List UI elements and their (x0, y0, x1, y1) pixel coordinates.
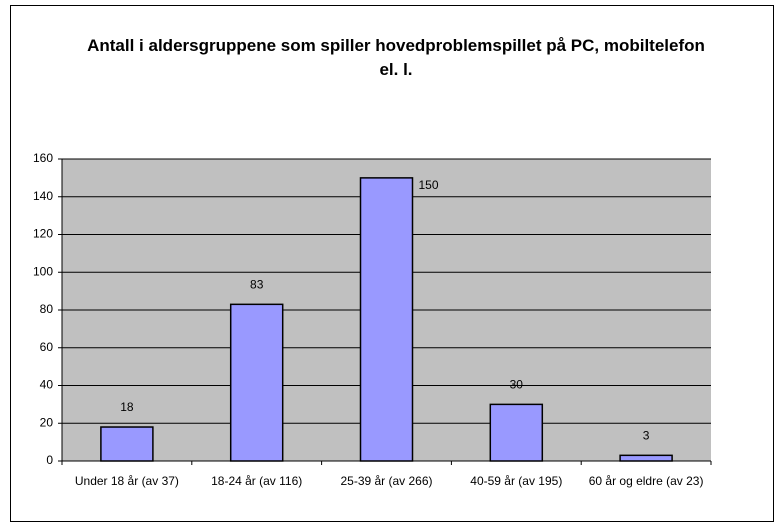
y-tick-label: 40 (40, 378, 54, 392)
bar (229, 303, 284, 462)
x-tick-label: 60 år og eldre (av 23) (588, 474, 704, 488)
data-label: 18 (120, 400, 134, 414)
chart-border (10, 5, 774, 522)
y-tick-label: 120 (33, 227, 53, 241)
y-tick-label: 0 (46, 453, 53, 467)
data-label: 30 (510, 378, 524, 392)
bar (619, 454, 673, 462)
bar (100, 426, 154, 462)
data-label: 150 (418, 178, 438, 192)
bar (489, 403, 544, 462)
x-tick-label: 18-24 år (av 116) (211, 474, 303, 488)
data-label: 83 (250, 278, 264, 292)
y-tick-label: 80 (40, 302, 54, 316)
bar (359, 177, 414, 462)
chart-title: Antall i aldersgruppene som spiller hove… (87, 36, 705, 79)
x-tick-label: 40-59 år (av 195) (470, 474, 563, 488)
x-tick-label: 25-39 år (av 266) (340, 474, 433, 488)
y-tick-label: 160 (33, 151, 53, 165)
y-tick-label: 140 (33, 189, 53, 203)
y-tick-label: 100 (33, 264, 53, 278)
y-tick-label: 20 (40, 415, 54, 429)
data-label: 3 (643, 429, 650, 443)
x-tick-label: Under 18 år (av 37) (74, 474, 179, 488)
y-tick-label: 60 (40, 340, 54, 354)
